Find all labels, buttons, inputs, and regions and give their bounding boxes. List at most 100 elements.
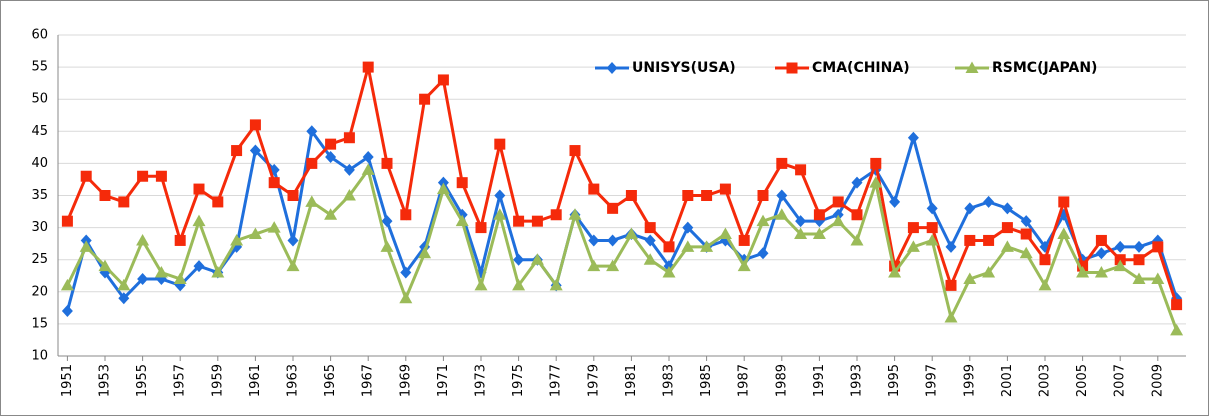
data-point [419,93,431,105]
data-point [550,209,562,221]
data-point [61,305,73,318]
data-point [964,202,976,215]
data-point [287,234,299,247]
data-point [568,208,582,220]
data-point [1133,240,1145,253]
data-point [118,196,130,208]
data-point [325,150,337,163]
data-point [776,157,788,169]
data-point [268,177,280,189]
legend-label: CMA(CHINA) [812,60,910,76]
legend-marker [965,61,979,73]
data-point [1095,234,1107,246]
data-point [230,233,244,246]
data-point [738,234,750,246]
data-point [1113,259,1127,272]
data-point [812,227,826,240]
data-point [513,253,525,266]
data-point [588,183,600,195]
data-point [681,240,695,252]
x-tick-label: 1957 [173,364,188,397]
data-point [983,234,995,246]
x-tick-label: 1971 [436,364,451,397]
x-tick-label: 1995 [887,364,902,397]
legend-label: RSMC(JAPAN) [992,60,1097,76]
y-tick-label: 55 [31,60,48,75]
data-point [1057,227,1071,240]
x-tick-label: 1975 [511,364,526,397]
data-point [513,215,525,227]
data-point [325,138,337,150]
y-tick-label: 25 [31,252,48,267]
data-point [832,196,844,208]
x-tick-label: 2007 [1113,364,1128,397]
data-point [851,176,863,189]
data-point [193,183,205,195]
data-point [117,278,131,291]
data-point [606,259,620,272]
data-point [400,266,412,279]
x-tick-label: 1991 [812,364,827,397]
y-tick-label: 50 [31,92,48,107]
data-point [1058,196,1070,208]
data-point [212,196,224,208]
data-point [662,266,676,278]
data-point [719,183,731,195]
y-tick-label: 10 [31,349,48,364]
data-point [343,163,355,176]
y-tick-label: 60 [31,28,48,43]
data-point [944,310,958,323]
data-point [1133,254,1145,266]
data-point [1020,228,1032,240]
data-point [99,190,111,201]
data-point [701,190,713,201]
data-point [155,170,167,182]
data-point [380,240,394,252]
data-point [906,240,920,252]
data-point [324,208,338,220]
data-point [173,272,187,284]
data-point [870,157,882,169]
data-point [474,278,488,291]
data-point [456,177,468,189]
data-point [737,259,751,272]
legend-marker [606,62,618,74]
y-tick-label: 20 [31,284,48,299]
data-point [757,190,769,201]
data-point [889,195,901,208]
data-point [231,145,243,157]
data-point [569,145,581,157]
data-point [493,208,507,220]
data-point [813,209,825,221]
data-point [342,189,356,201]
data-point [267,221,281,233]
data-point [211,266,225,278]
data-point [682,221,694,234]
data-point [644,222,656,234]
data-point [907,222,919,234]
data-point [399,291,413,304]
data-point [193,260,205,273]
data-point [700,240,714,252]
x-tick-label: 1987 [737,364,752,397]
y-tick-label: 30 [31,220,48,235]
data-point [494,138,506,150]
x-tick-label: 1999 [962,364,977,397]
data-point [154,266,168,278]
x-tick-label: 1997 [925,364,940,397]
data-point [831,214,845,227]
data-point [475,222,487,234]
data-point [248,227,262,240]
x-tick-label: 1969 [398,364,413,397]
data-point [1151,272,1165,284]
x-tick-label: 1979 [586,364,601,397]
data-point [926,202,938,215]
x-tick-label: 1961 [248,364,263,397]
x-tick-label: 2005 [1075,364,1090,397]
data-point [1019,246,1033,259]
data-point [1038,278,1052,291]
data-point [381,157,393,169]
data-point [607,202,619,214]
data-point [437,74,449,86]
